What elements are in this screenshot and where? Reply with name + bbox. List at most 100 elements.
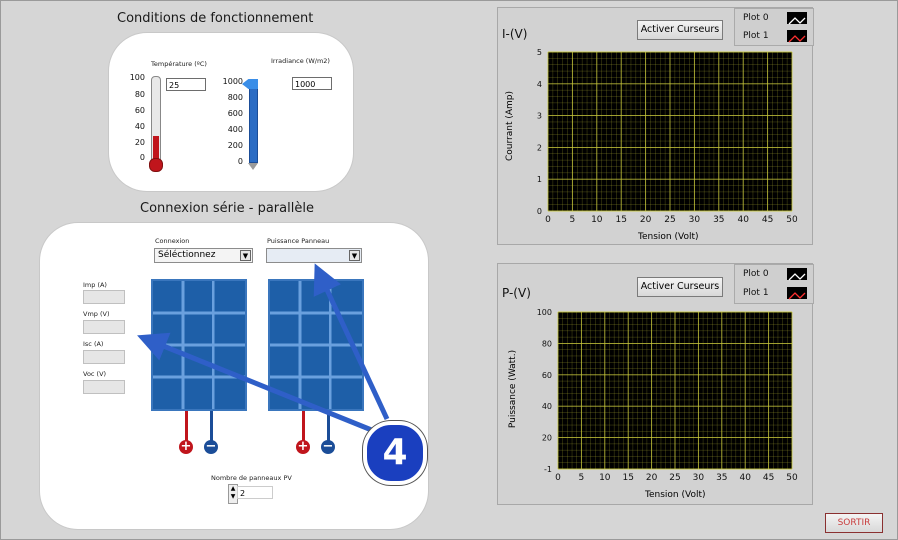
arrow-to-puissance xyxy=(313,263,390,421)
legend-plot0-label: Plot 0 xyxy=(743,269,769,279)
y-tick-label: 5 xyxy=(537,48,542,57)
x-tick-label: 0 xyxy=(545,215,551,225)
iv-xlabel: Tension (Volt) xyxy=(638,232,699,242)
x-tick-label: 25 xyxy=(669,473,680,483)
conditions-title: Conditions de fonctionnement xyxy=(117,11,314,26)
y-tick-label: 80 xyxy=(542,339,552,348)
isc-indicator xyxy=(83,350,125,364)
x-tick-label: 15 xyxy=(622,473,633,483)
chevron-down-icon[interactable]: ▼ xyxy=(349,250,360,261)
nb-panneaux-input[interactable]: 2 xyxy=(237,486,273,499)
puissance-dropdown[interactable]: ▼ xyxy=(266,248,362,263)
iv-graph: I-(V) Activer Curseurs Plot 0 Plot 1 0 5 1… xyxy=(497,7,814,245)
plot1-swatch-icon[interactable] xyxy=(787,30,807,43)
x-tick-label: 10 xyxy=(591,215,603,225)
y-tick-label: 100 xyxy=(537,308,552,317)
x-tick-label: 40 xyxy=(737,215,749,225)
plot1-swatch-icon[interactable] xyxy=(787,287,807,300)
sortir-button[interactable]: SORTIR xyxy=(825,513,883,533)
temp-tick: 0 xyxy=(139,153,145,162)
vmp-label: Vmp (V) xyxy=(83,310,110,318)
y-tick-label: 3 xyxy=(537,112,542,121)
puissance-label: Puissance Panneau xyxy=(267,237,330,245)
irr-tick: 400 xyxy=(227,125,243,134)
irradiance-label: Irradiance (W/m2) xyxy=(271,57,330,65)
iv-cursors-button[interactable]: Activer Curseurs xyxy=(637,20,723,40)
x-tick-label: 5 xyxy=(570,215,576,225)
vmp-indicator xyxy=(83,320,125,334)
connection-title: Connexion série - parallèle xyxy=(140,201,314,216)
x-tick-label: 50 xyxy=(786,215,798,225)
x-tick-label: 35 xyxy=(713,215,724,225)
y-tick-label: 2 xyxy=(537,143,542,152)
temp-tick: 20 xyxy=(134,138,145,147)
y-tick-label: 4 xyxy=(537,80,542,89)
temperature-input[interactable]: 25 xyxy=(166,78,206,91)
pv-grid xyxy=(557,311,793,470)
temp-tick: 80 xyxy=(134,90,145,99)
connexion-dropdown[interactable]: Séléctionnez ▼ xyxy=(154,248,253,263)
x-tick-label: 30 xyxy=(693,473,705,483)
y-tick-label: -1 xyxy=(544,465,552,474)
x-tick-label: 25 xyxy=(664,215,675,225)
irr-tick: 0 xyxy=(237,157,243,166)
solar-panel-1 xyxy=(151,279,247,411)
iv-grid xyxy=(547,51,793,212)
irr-tick: 600 xyxy=(227,109,243,118)
irradiance-slider[interactable] xyxy=(242,79,260,173)
thermometer[interactable] xyxy=(149,76,163,172)
imp-label: Imp (A) xyxy=(83,281,107,289)
iv-ylabel-wrap: Courrant (Amp) xyxy=(498,8,518,244)
x-tick-label: 0 xyxy=(555,473,561,483)
connexion-label: Connexion xyxy=(155,237,190,245)
y-tick-label: 0 xyxy=(537,207,542,216)
x-tick-label: 10 xyxy=(599,473,611,483)
legend-plot1-label: Plot 1 xyxy=(743,31,769,41)
solar-panel-2 xyxy=(268,279,364,411)
connexion-value: Séléctionnez xyxy=(158,250,216,260)
x-tick-label: 45 xyxy=(763,473,774,483)
irradiance-input[interactable]: 1000 xyxy=(292,77,332,90)
pv-graph-title: P-(V) xyxy=(502,286,531,300)
irr-tick: 800 xyxy=(227,93,243,102)
voc-indicator xyxy=(83,380,125,394)
chevron-down-icon[interactable]: ▼ xyxy=(240,250,251,261)
plot0-swatch-icon[interactable] xyxy=(787,268,807,281)
x-tick-label: 15 xyxy=(615,215,626,225)
imp-indicator xyxy=(83,290,125,304)
plot0-swatch-icon[interactable] xyxy=(787,12,807,25)
irr-tick: 200 xyxy=(227,141,243,150)
blue-wire xyxy=(327,411,330,441)
x-tick-label: 40 xyxy=(739,473,751,483)
pv-ylabel: Puissance (Watt.) xyxy=(508,349,518,429)
pv-cursors-button[interactable]: Activer Curseurs xyxy=(637,277,723,297)
negative-terminal-icon: − xyxy=(321,439,335,454)
iv-legend: Plot 0 Plot 1 xyxy=(734,8,814,46)
negative-terminal-icon: − xyxy=(204,439,218,454)
x-tick-label: 20 xyxy=(640,215,652,225)
temperature-label: Température (ºC) xyxy=(151,60,207,68)
slider-thumb[interactable] xyxy=(242,79,258,89)
iv-graph-title: I-(V) xyxy=(502,27,528,41)
pv-ylabel-wrap: Puissance (Watt.) xyxy=(498,264,518,504)
positive-terminal-icon: + xyxy=(296,439,310,454)
x-tick-label: 5 xyxy=(579,473,585,483)
x-tick-label: 35 xyxy=(716,473,727,483)
pv-ticks: 0 5 10 15 20 25 30 35 40 45 50 100 80 60 40 20 -1 xyxy=(537,308,798,483)
x-tick-label: 30 xyxy=(689,215,701,225)
red-wire xyxy=(302,411,305,441)
y-tick-label: 40 xyxy=(542,402,552,411)
pv-graph: P-(V) Activer Curseurs Plot 0 Plot 1 0 5 1… xyxy=(497,263,814,505)
pv-plot[interactable]: 0 5 10 15 20 25 30 35 40 45 50 100 80 60 40 20 -1 xyxy=(498,264,812,504)
temp-tick: 60 xyxy=(134,106,145,115)
pv-legend: Plot 0 Plot 1 xyxy=(734,264,814,304)
y-tick-label: 1 xyxy=(537,175,542,184)
legend-plot1-label: Plot 1 xyxy=(743,288,769,298)
x-tick-label: 45 xyxy=(762,215,773,225)
arrow-to-indicators xyxy=(137,332,380,436)
legend-plot0-label: Plot 0 xyxy=(743,13,769,23)
